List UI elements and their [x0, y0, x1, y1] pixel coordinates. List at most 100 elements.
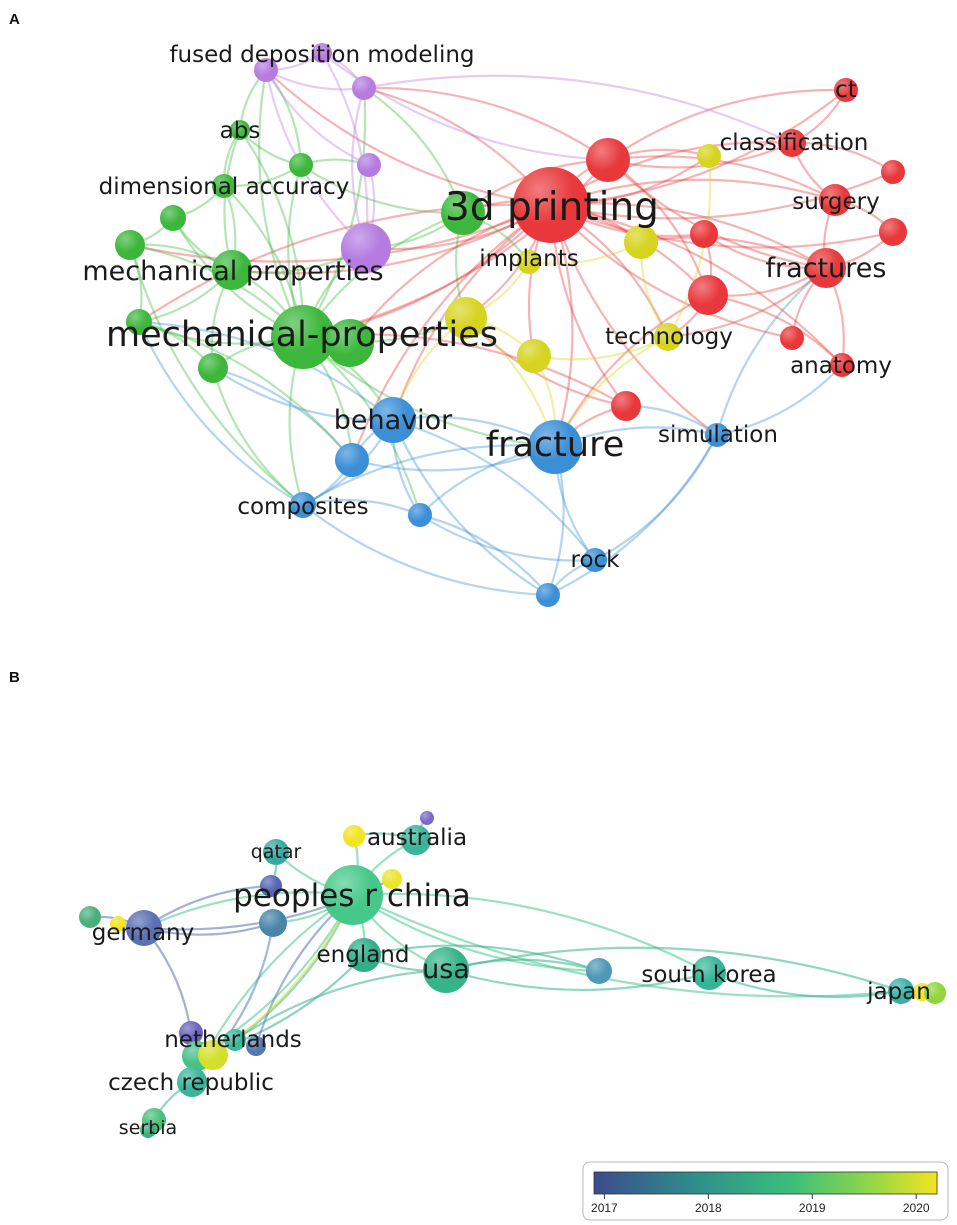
label-czech-republic: czech republic	[108, 1070, 274, 1096]
node-highlight-g5	[289, 153, 313, 177]
label-serbia: serbia	[119, 1117, 177, 1139]
node-highlight-sim	[705, 423, 729, 447]
label-composites: composites	[237, 494, 368, 520]
country-node-highlight-aus	[401, 825, 431, 855]
link-g7-comp	[211, 366, 305, 507]
node-highlight-b2	[408, 503, 432, 527]
node-highlight-cls	[586, 138, 630, 182]
node-highlight-tech	[654, 323, 682, 351]
country-node-highlight-ger_t	[259, 909, 287, 937]
label-usa: usa	[422, 954, 470, 985]
link-g6-b1	[137, 320, 354, 462]
colorbar-tick-label-2019: 2019	[799, 1201, 826, 1215]
node-highlight-g2	[115, 230, 145, 260]
colorbar-ticks: 2017 2018 2019 2020	[591, 1194, 930, 1215]
node-highlight-r4	[688, 275, 728, 315]
link-behavior-g6	[137, 320, 395, 422]
node-highlight-p1	[341, 223, 391, 273]
country-node-highlight-jap_g	[924, 982, 946, 1004]
label-anatomy: anatomy	[790, 353, 892, 379]
node-highlight-r3	[690, 220, 718, 248]
label-qatar: qatar	[251, 841, 302, 863]
link-printing-rs1	[549, 170, 895, 220]
node-highlight-mp1	[212, 250, 252, 290]
link-usa-sk	[444, 968, 711, 992]
country-node-highlight-germany	[126, 910, 162, 946]
link-china-sk	[351, 892, 711, 975]
link-england-sk_mid	[362, 944, 601, 973]
label-mechanical-properties: mechanical properties	[82, 256, 383, 287]
label-fused-deposition-modeling: fused deposition modeling	[169, 42, 474, 68]
link-p1-p5	[320, 51, 369, 250]
link-usa-japan	[444, 946, 903, 993]
country-node-highlight-england	[347, 938, 381, 972]
link-cls-surgery	[606, 155, 837, 202]
node-highlight-g4	[212, 174, 236, 198]
country-node-highlight-nl_y	[198, 1040, 228, 1070]
country-node-highlight-serb2	[140, 1122, 156, 1138]
panel-a-labels: fused deposition modeling abs dimensiona…	[82, 42, 892, 573]
label-australia: australia	[367, 825, 467, 851]
label-ct: ct	[835, 77, 857, 103]
year-colorbar-legend: 2017 2018 2019 2020	[582, 1161, 949, 1221]
link-printing-mp1	[230, 203, 553, 275]
node-highlight-y1	[445, 297, 487, 339]
link-r4-fracture	[553, 293, 710, 449]
link-r6-y1	[464, 316, 628, 408]
link-printing-g6	[137, 203, 553, 324]
label-technology: technology	[605, 324, 733, 350]
country-node-highlight-aus_p	[420, 811, 434, 825]
label-rock: rock	[571, 547, 621, 573]
node-highlight-p2	[352, 76, 376, 100]
node-highlight-r6	[611, 391, 641, 421]
country-node-highlight-nl3	[224, 1029, 246, 1051]
link-b1-g7	[211, 366, 354, 462]
link-g2-comp	[128, 243, 305, 507]
country-node-highlight-sk_mid	[586, 958, 612, 984]
link-printing-ct	[549, 88, 848, 207]
panel-b-letter: B	[9, 669, 20, 686]
link-printing-rs2	[549, 203, 895, 249]
link-sim-fractures	[715, 266, 828, 437]
link-ger_t-nl_y	[211, 921, 275, 1057]
colorbar-tick-label-2020: 2020	[903, 1201, 930, 1215]
link-sim-b3	[546, 433, 719, 597]
link-mp2-p2	[301, 86, 367, 339]
country-node-highlight-sk	[692, 956, 726, 990]
country-node-highlight-qatar	[263, 839, 289, 865]
country-node-highlight-china	[323, 865, 383, 925]
node-highlight-b1	[335, 443, 369, 477]
link-printing-anatomy	[549, 203, 844, 367]
node-highlight-g7	[198, 353, 228, 383]
node-highlight-classif	[778, 129, 806, 157]
node-highlight-ct	[834, 78, 858, 102]
link-fracture-comp	[301, 444, 557, 507]
link-p5-cls	[320, 51, 610, 162]
node-highlight-rs1	[881, 160, 905, 184]
link-usa-nl3	[233, 968, 448, 1042]
node-highlight-y4	[697, 144, 721, 168]
node-highlight-rs2	[879, 218, 907, 246]
node-highlight-fractures	[806, 248, 846, 288]
link-y4-tech	[666, 154, 712, 339]
country-node-highlight-nl4	[246, 1036, 266, 1056]
country-node-highlight-ger_y	[110, 916, 126, 932]
panel-b-nodes	[79, 811, 946, 1138]
node-highlight-surgery	[819, 184, 851, 216]
link-printing-b1	[350, 203, 553, 462]
link-b2-rock	[418, 513, 597, 562]
label-peoples-r-china: peoples r china	[233, 878, 471, 914]
node-highlight-behavior	[370, 397, 416, 443]
colorbar-tick-label-2017: 2017	[591, 1201, 618, 1215]
node-highlight-comp	[290, 492, 316, 518]
country-node-highlight-china_y	[382, 869, 402, 889]
link-cls-ct	[606, 88, 848, 162]
label-netherlands: netherlands	[164, 1027, 302, 1053]
label-england: england	[317, 942, 410, 968]
node-highlight-printing	[513, 167, 589, 243]
node-highlight-g6	[126, 309, 152, 335]
country-node-highlight-usa	[423, 947, 469, 993]
label-3d-printing: 3d printing	[445, 185, 659, 230]
country-node-highlight-czech	[177, 1067, 207, 1097]
